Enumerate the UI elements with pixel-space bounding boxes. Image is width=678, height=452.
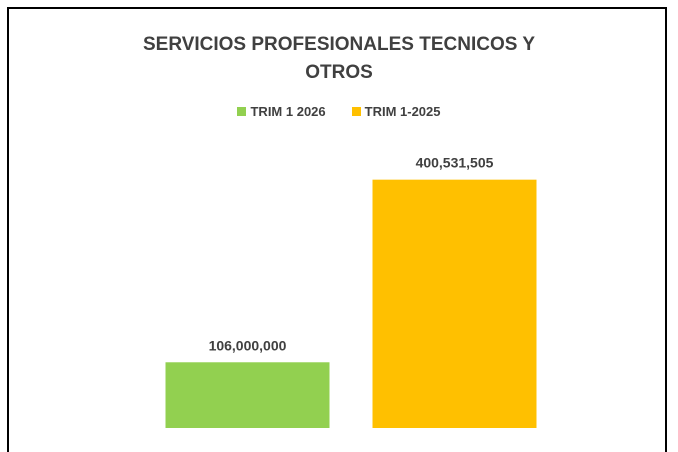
legend-swatch <box>351 107 361 116</box>
bar <box>372 179 537 428</box>
legend-item: TRIM 1 2026 <box>237 104 326 119</box>
chart-border <box>7 7 667 452</box>
legend: TRIM 1 2026 TRIM 1-2025 <box>0 104 678 119</box>
chart-title: SERVICIOS PROFESIONALES TECNICOS Y OTROS <box>142 34 536 83</box>
bar <box>165 362 330 428</box>
data-label: 400,531,505 <box>416 155 494 171</box>
legend-label: TRIM 1 2026 <box>250 104 326 119</box>
legend-label: TRIM 1-2025 <box>364 104 441 119</box>
data-label: 106,000,000 <box>209 337 287 353</box>
legend-item: TRIM 1-2025 <box>351 104 441 119</box>
legend-swatch <box>237 107 247 116</box>
